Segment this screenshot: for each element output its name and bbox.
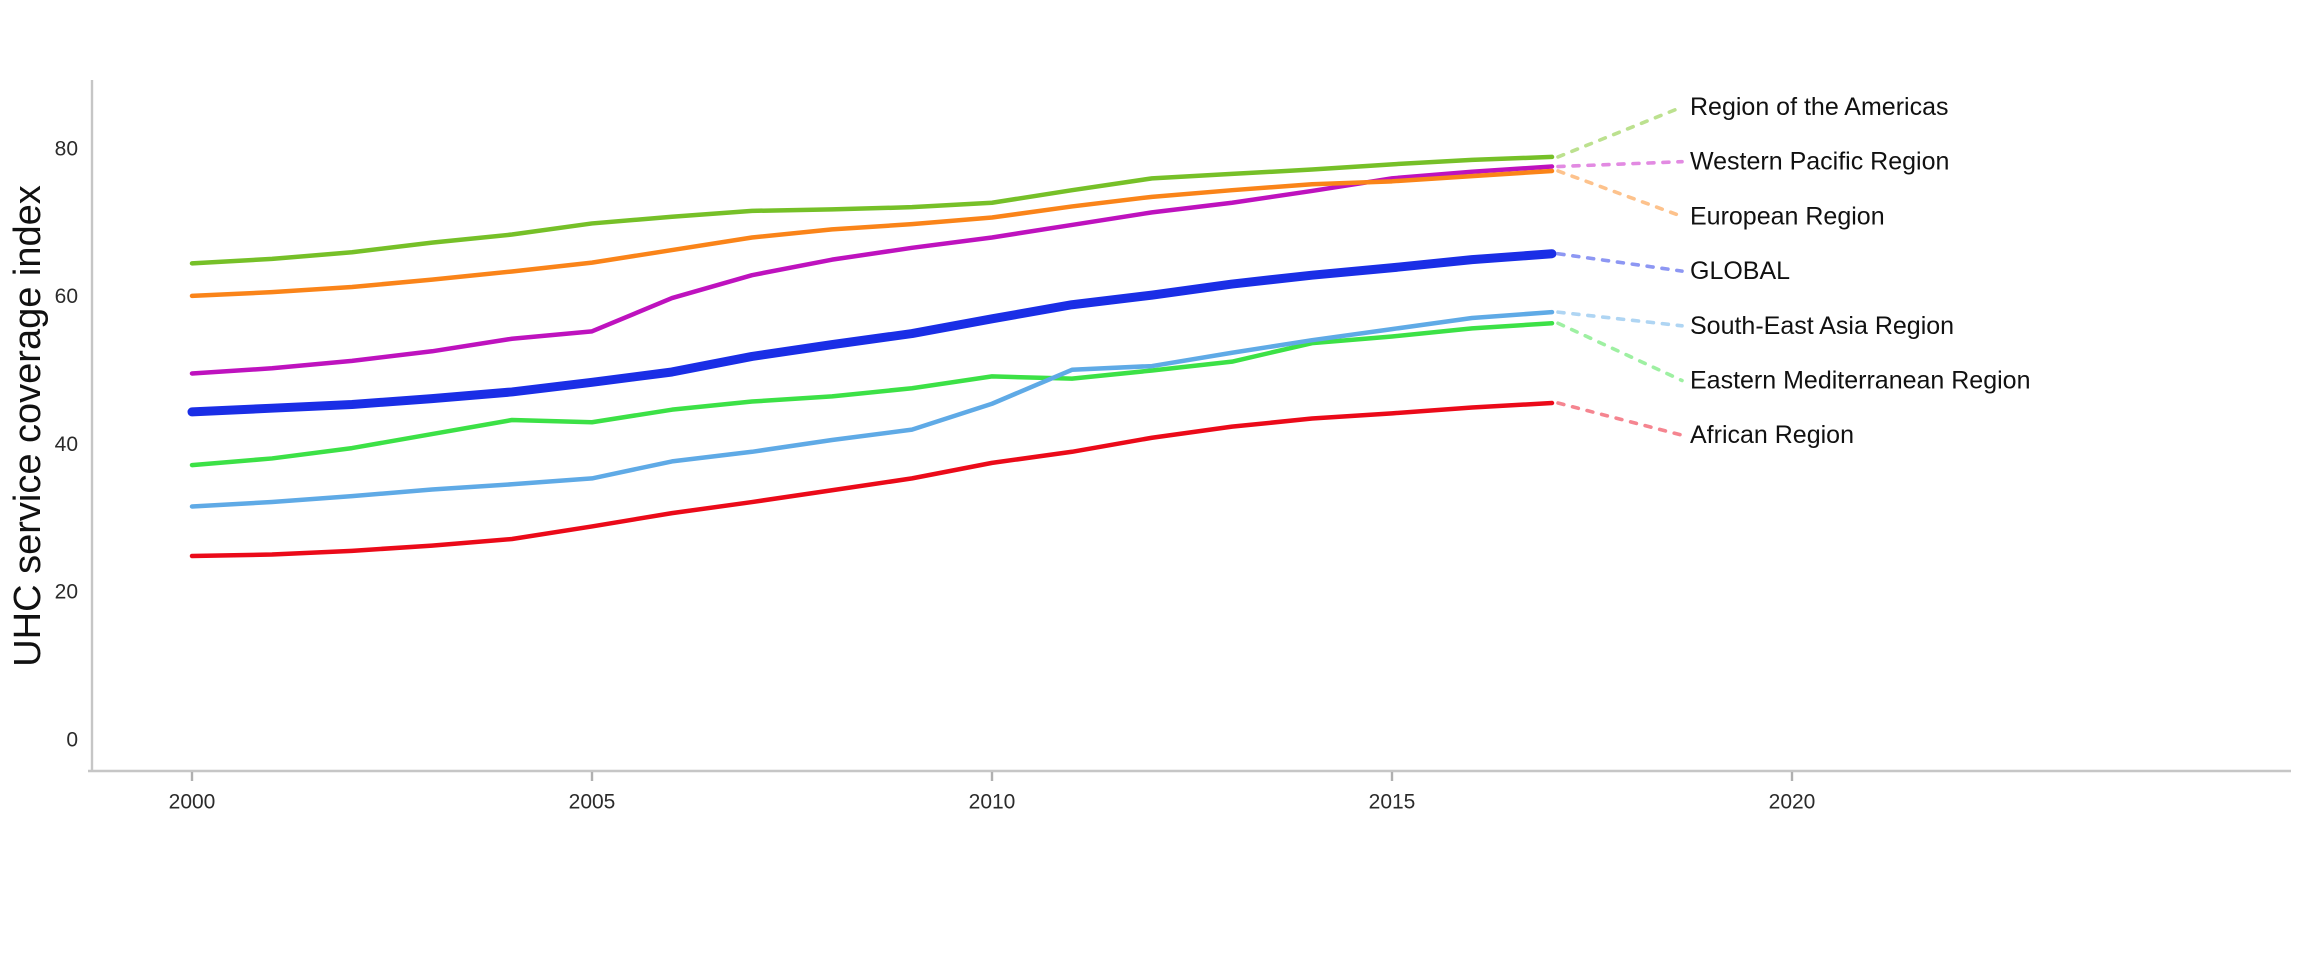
y-tick-label: 40 [55,433,78,456]
legend-leader-line [1556,105,1684,159]
legend-leader-line [1556,169,1684,219]
series-line-region-of-the-americas [189,154,1555,266]
legend-label: African Region [1690,421,1854,449]
series-line-european-region [189,168,1555,299]
legend-labels: Region of the Americas Western Pacific Re… [1556,93,2030,449]
legend-label: Western Pacific Region [1690,148,1949,176]
x-tick-label: 2000 [169,791,216,814]
series-line-african-region [189,400,1555,559]
series-lines [187,154,1557,559]
axis-ticks: 2000 2005 2010 2015 2020 0 20 40 60 80 [55,137,1816,813]
x-tick-label: 2015 [1369,791,1416,814]
series-line-global [187,249,1557,417]
legend-leader-line [1556,401,1684,438]
legend-leader-line [1556,310,1684,328]
legend-leader-line [1556,251,1684,273]
legend-label: GLOBAL [1690,257,1790,285]
series-line-eastern-mediterranean-region [189,320,1555,468]
x-tick-label: 2005 [569,791,616,814]
legend-label: European Region [1690,202,1885,230]
legend-leader-line [1556,321,1684,383]
legend-leader-line [1556,159,1684,169]
y-tick-label: 60 [55,285,78,308]
series-line-western-pacific-region [189,164,1555,376]
y-tick-label: 0 [66,729,78,752]
y-tick-label: 80 [55,137,78,160]
series-line-south-east-asia-region [189,309,1555,509]
x-tick-label: 2010 [969,791,1016,814]
legend-label: Region of the Americas [1690,93,1948,121]
x-tick-label: 2020 [1769,791,1816,814]
y-axis-title: UHC service coverage index [7,185,49,667]
legend-label: Eastern Mediterranean Region [1690,367,2030,395]
legend-label: South-East Asia Region [1690,312,1954,340]
y-tick-label: 20 [55,581,78,604]
